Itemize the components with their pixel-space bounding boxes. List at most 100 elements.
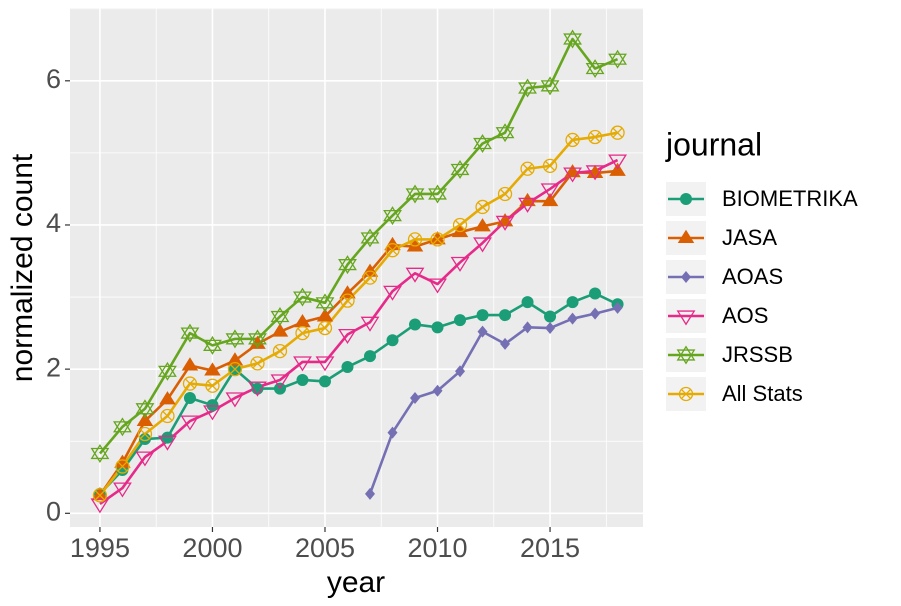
marker: [454, 314, 467, 327]
marker-triangle: [518, 78, 537, 94]
marker-triangle: [450, 256, 470, 272]
marker: [432, 384, 443, 397]
legend-label: BIOMETRIKA: [722, 186, 858, 211]
marker-cross: [139, 428, 151, 440]
marker: [522, 321, 533, 334]
marker-triangle: [383, 209, 402, 226]
marker-circle: [454, 314, 467, 327]
marker-diamond: [545, 322, 556, 335]
marker-triangle: [563, 33, 582, 49]
marker: [563, 29, 582, 49]
marker-triangle: [135, 399, 155, 415]
y-tick-label: 0: [46, 496, 61, 526]
marker-circle: [227, 361, 243, 377]
marker-triangle: [429, 231, 446, 245]
marker-circle: [317, 320, 333, 336]
marker: [161, 431, 174, 444]
marker-cross: [680, 388, 692, 400]
marker-triangle: [383, 285, 402, 301]
series-line: [98, 37, 619, 455]
marker-circle: [296, 373, 309, 386]
marker: [586, 164, 604, 179]
marker: [206, 399, 219, 412]
marker: [250, 356, 265, 371]
marker-triangle: [540, 76, 560, 92]
marker-triangle: [540, 80, 560, 96]
marker: [610, 125, 625, 140]
marker-circle: [250, 356, 265, 371]
marker-cross: [94, 490, 105, 501]
marker-triangle: [495, 123, 515, 139]
marker-triangle: [293, 291, 312, 307]
marker: [360, 228, 380, 248]
marker-triangle: [451, 223, 469, 238]
marker: [540, 76, 560, 96]
marker: [430, 232, 445, 247]
marker: [383, 206, 402, 226]
marker: [452, 217, 468, 233]
marker: [541, 192, 559, 207]
marker: [566, 296, 579, 309]
x-axis-title: year: [327, 566, 385, 599]
marker-triangle: [204, 362, 221, 376]
marker-triangle: [608, 49, 627, 65]
marker-triangle: [383, 206, 402, 222]
marker-triangle: [338, 259, 357, 275]
marker-circle: [138, 433, 151, 446]
marker-triangle: [249, 335, 266, 349]
marker: [183, 391, 196, 404]
marker: [521, 296, 534, 309]
marker-circle: [160, 408, 175, 424]
marker: [589, 287, 602, 300]
legend-item: AOS: [666, 299, 768, 333]
marker: [296, 373, 309, 386]
marker: [180, 415, 200, 431]
marker-triangle: [113, 421, 132, 437]
marker: [226, 352, 244, 366]
marker: [272, 343, 288, 359]
marker-cross: [319, 322, 331, 334]
marker-cross: [207, 380, 218, 391]
marker-triangle: [473, 237, 492, 253]
marker: [315, 293, 335, 313]
marker-cross: [364, 272, 376, 283]
marker: [405, 267, 425, 283]
marker: [203, 405, 222, 421]
marker-triangle: [293, 287, 312, 303]
marker-circle: [499, 309, 512, 322]
marker-circle: [272, 343, 288, 359]
marker-triangle: [428, 278, 447, 294]
marker-triangle: [585, 59, 605, 75]
marker: [477, 325, 488, 338]
marker: [338, 255, 357, 275]
marker: [158, 435, 177, 451]
marker-cross: [184, 378, 196, 389]
marker: [225, 392, 245, 408]
marker-triangle: [135, 403, 155, 419]
marker: [431, 321, 444, 334]
marker-triangle: [90, 498, 110, 514]
marker: [540, 183, 560, 199]
marker: [563, 167, 582, 183]
marker-triangle: [518, 82, 537, 98]
marker-triangle: [114, 454, 131, 468]
x-tick-label: 2000: [182, 533, 242, 563]
marker: [383, 285, 402, 301]
marker-triangle: [541, 192, 559, 207]
marker: [451, 223, 469, 238]
marker: [590, 307, 601, 320]
marker-cross: [432, 234, 443, 245]
marker-triangle: [225, 333, 245, 349]
x-tick-label: 2010: [407, 533, 467, 563]
marker: [115, 459, 130, 474]
marker: [677, 229, 695, 243]
marker-circle: [161, 431, 174, 444]
marker-triangle: [474, 218, 491, 232]
marker-circle: [680, 193, 692, 205]
marker-triangle: [450, 163, 470, 179]
marker-triangle: [203, 335, 222, 351]
marker-triangle: [294, 314, 311, 328]
marker-triangle: [225, 392, 245, 408]
marker-triangle: [90, 443, 110, 460]
marker-triangle: [495, 215, 515, 231]
